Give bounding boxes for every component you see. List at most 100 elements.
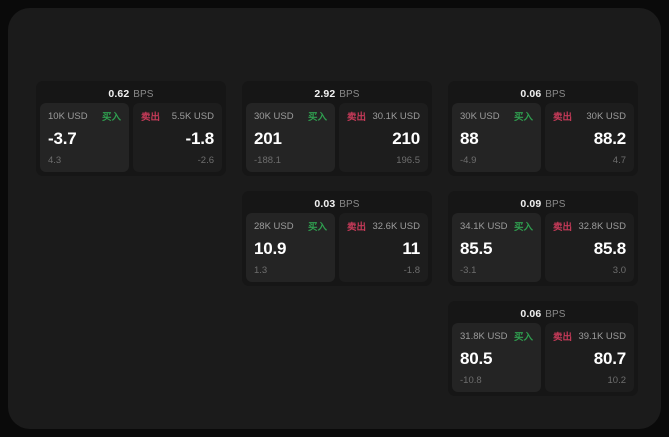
bps-unit-label: BPS	[339, 198, 360, 210]
bps-value: 2.92	[314, 88, 336, 100]
sell-delta: 4.7	[612, 155, 626, 166]
card-body: 30K USD 买入 88 -4.9 卖出 30K USD 88.2 4.7	[452, 103, 634, 172]
buy-panel-header: 34.1K USD 买入	[460, 220, 533, 234]
quote-column: 0.06 BPS 30K USD 买入 88 -4.9 卖出 30K USD 88.2 4.7 0.…	[448, 81, 638, 396]
bps-unit-label: BPS	[339, 88, 360, 100]
sell-panel[interactable]: 卖出 32.8K USD 85.8 3.0	[545, 213, 634, 282]
buy-panel[interactable]: 10K USD 买入 -3.7 4.3	[40, 103, 129, 172]
card-header: 2.92 BPS	[246, 85, 428, 103]
sell-delta: 10.2	[607, 375, 627, 386]
sell-action-label[interactable]: 卖出	[553, 222, 573, 233]
quote-card[interactable]: 0.62 BPS 10K USD 买入 -3.7 4.3 卖出 5.5K USD -1.8 -2.…	[36, 81, 226, 176]
buy-delta: -3.1	[460, 265, 477, 276]
sell-panel-header: 卖出 32.8K USD	[553, 220, 626, 234]
bps-unit-label: BPS	[545, 198, 566, 210]
buy-price: 88	[460, 128, 479, 148]
bps-value: 0.62	[108, 88, 130, 100]
buy-action-label[interactable]: 买入	[101, 112, 121, 123]
sell-size-label: 30K USD	[586, 110, 626, 122]
buy-size-label: 31.8K USD	[460, 330, 508, 342]
sell-action-label[interactable]: 卖出	[141, 112, 161, 123]
sell-price: 210	[392, 128, 420, 148]
card-body: 30K USD 买入 201 -188.1 卖出 30.1K USD 210 196.5	[246, 103, 428, 172]
sell-panel[interactable]: 卖出 32.6K USD 11 -1.8	[339, 213, 428, 282]
buy-action-label[interactable]: 买入	[513, 112, 533, 123]
quote-card[interactable]: 0.06 BPS 31.8K USD 买入 80.5 -10.8 卖出 39.1K USD 80…	[448, 301, 638, 396]
card-header: 0.06 BPS	[452, 305, 634, 323]
bps-value: 0.03	[314, 198, 336, 210]
buy-size-label: 28K USD	[254, 220, 294, 232]
sell-price: -1.8	[185, 128, 215, 148]
buy-price: 10.9	[254, 238, 287, 258]
card-body: 28K USD 买入 10.9 1.3 卖出 32.6K USD 11 -1.8	[246, 213, 428, 282]
quote-card[interactable]: 0.06 BPS 30K USD 买入 88 -4.9 卖出 30K USD 88.2 4.7	[448, 81, 638, 176]
card-header: 0.06 BPS	[452, 85, 634, 103]
buy-size-label: 10K USD	[48, 110, 88, 122]
sell-action-label[interactable]: 卖出	[553, 112, 573, 123]
buy-price: 80.5	[460, 348, 493, 368]
sell-panel-header: 卖出 30K USD	[553, 110, 626, 124]
buy-panel-header: 31.8K USD 买入	[460, 330, 533, 344]
quote-board: 0.62 BPS 10K USD 买入 -3.7 4.3 卖出 5.5K USD -1.8 -2.…	[36, 81, 638, 396]
sell-panel-header: 卖出 5.5K USD	[141, 110, 214, 124]
buy-size-label: 34.1K USD	[460, 220, 508, 232]
buy-price: 201	[254, 128, 282, 148]
card-header: 0.09 BPS	[452, 195, 634, 213]
sell-price: 80.7	[593, 348, 626, 368]
app-root: 0.62 BPS 10K USD 买入 -3.7 4.3 卖出 5.5K USD -1.8 -2.…	[8, 8, 661, 429]
bps-value: 0.06	[520, 88, 542, 100]
sell-panel[interactable]: 卖出 30.1K USD 210 196.5	[339, 103, 428, 172]
sell-panel-header: 卖出 30.1K USD	[347, 110, 420, 124]
buy-action-label[interactable]: 买入	[307, 112, 327, 123]
bps-value: 0.06	[520, 308, 542, 320]
buy-panel-header: 30K USD 买入	[254, 110, 327, 124]
sell-panel[interactable]: 卖出 30K USD 88.2 4.7	[545, 103, 634, 172]
buy-panel[interactable]: 31.8K USD 买入 80.5 -10.8	[452, 323, 541, 392]
bps-unit-label: BPS	[545, 88, 566, 100]
sell-panel-header: 卖出 39.1K USD	[553, 330, 626, 344]
sell-price: 85.8	[593, 238, 626, 258]
sell-delta: 3.0	[612, 265, 626, 276]
sell-action-label[interactable]: 卖出	[347, 222, 367, 233]
card-header: 0.62 BPS	[40, 85, 222, 103]
buy-size-label: 30K USD	[460, 110, 500, 122]
card-header: 0.03 BPS	[246, 195, 428, 213]
bps-unit-label: BPS	[545, 308, 566, 320]
sell-size-label: 32.6K USD	[372, 220, 420, 232]
sell-size-label: 39.1K USD	[578, 330, 626, 342]
sell-action-label[interactable]: 卖出	[553, 332, 573, 343]
sell-price: 11	[402, 238, 420, 258]
buy-delta: -188.1	[254, 155, 281, 166]
buy-panel[interactable]: 30K USD 买入 88 -4.9	[452, 103, 541, 172]
card-body: 31.8K USD 买入 80.5 -10.8 卖出 39.1K USD 80.7 10.2	[452, 323, 634, 392]
sell-size-label: 30.1K USD	[372, 110, 420, 122]
quote-card[interactable]: 2.92 BPS 30K USD 买入 201 -188.1 卖出 30.1K USD 210 1…	[242, 81, 432, 176]
buy-action-label[interactable]: 买入	[513, 332, 533, 343]
quote-card[interactable]: 0.03 BPS 28K USD 买入 10.9 1.3 卖出 32.6K USD 11 -1.8	[242, 191, 432, 286]
buy-delta: 4.3	[48, 155, 62, 166]
sell-price: 88.2	[593, 128, 626, 148]
sell-delta: 196.5	[396, 155, 420, 166]
buy-delta: 1.3	[254, 265, 268, 276]
sell-size-label: 32.8K USD	[578, 220, 626, 232]
buy-panel[interactable]: 30K USD 买入 201 -188.1	[246, 103, 335, 172]
buy-delta: -10.8	[460, 375, 482, 386]
sell-action-label[interactable]: 卖出	[347, 112, 367, 123]
buy-delta: -4.9	[460, 155, 477, 166]
quote-card[interactable]: 0.09 BPS 34.1K USD 买入 85.5 -3.1 卖出 32.8K USD 85.…	[448, 191, 638, 286]
buy-panel-header: 30K USD 买入	[460, 110, 533, 124]
buy-panel[interactable]: 34.1K USD 买入 85.5 -3.1	[452, 213, 541, 282]
buy-size-label: 30K USD	[254, 110, 294, 122]
sell-delta: -2.6	[197, 155, 214, 166]
buy-action-label[interactable]: 买入	[307, 222, 327, 233]
sell-panel-header: 卖出 32.6K USD	[347, 220, 420, 234]
buy-price: 85.5	[460, 238, 493, 258]
sell-panel[interactable]: 卖出 39.1K USD 80.7 10.2	[545, 323, 634, 392]
sell-panel[interactable]: 卖出 5.5K USD -1.8 -2.6	[133, 103, 222, 172]
card-body: 34.1K USD 买入 85.5 -3.1 卖出 32.8K USD 85.8 3.0	[452, 213, 634, 282]
quote-column: 2.92 BPS 30K USD 买入 201 -188.1 卖出 30.1K USD 210 1…	[242, 81, 432, 286]
buy-action-label[interactable]: 买入	[513, 222, 533, 233]
bps-value: 0.09	[520, 198, 542, 210]
buy-panel[interactable]: 28K USD 买入 10.9 1.3	[246, 213, 335, 282]
sell-delta: -1.8	[403, 265, 420, 276]
